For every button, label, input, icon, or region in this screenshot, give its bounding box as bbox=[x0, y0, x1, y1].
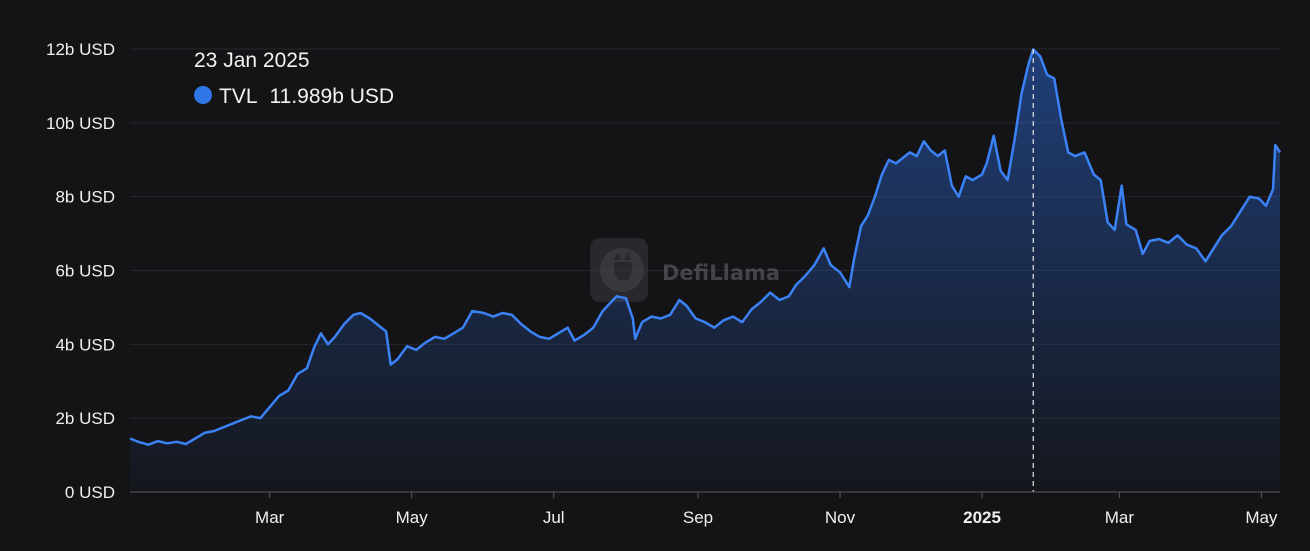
tooltip-value: 11.989b USD bbox=[270, 85, 395, 108]
x-tick-label: May bbox=[396, 508, 429, 527]
watermark-text: DefiLlama bbox=[662, 261, 780, 285]
x-tick-label: 2025 bbox=[963, 508, 1001, 527]
y-tick-label: 10b USD bbox=[46, 114, 115, 133]
tooltip-date: 23 Jan 2025 bbox=[194, 49, 310, 72]
y-tick-label: 6b USD bbox=[55, 262, 115, 281]
tooltip-series: TVL 11.989b USD bbox=[219, 85, 394, 108]
tvl-line[interactable] bbox=[129, 48, 1282, 446]
tvl-area-fill bbox=[130, 49, 1280, 493]
tooltip-series-name: TVL bbox=[219, 85, 258, 108]
x-tick-label: Sep bbox=[683, 508, 713, 527]
x-tick-label: Mar bbox=[255, 508, 285, 527]
x-tick-label: Mar bbox=[1105, 508, 1135, 527]
x-axis-labels: Mar May Jul Sep Nov 2025 Mar May bbox=[255, 492, 1278, 527]
x-tick-label: Jul bbox=[543, 508, 565, 527]
y-axis-labels: 0 USD 2b USD 4b USD 6b USD 8b USD 10b USD 12b … bbox=[46, 40, 115, 502]
y-tick-label: 8b USD bbox=[55, 188, 115, 207]
y-tick-label: 0 USD bbox=[65, 483, 115, 502]
llama-logo-icon bbox=[590, 238, 648, 302]
tooltip: 23 Jan 2025 TVL 11.989b USD bbox=[194, 49, 394, 108]
y-tick-label: 2b USD bbox=[55, 409, 115, 428]
watermark: DefiLlama bbox=[590, 238, 780, 302]
y-tick-label: 4b USD bbox=[55, 335, 115, 354]
y-tick-label: 12b USD bbox=[46, 40, 115, 59]
x-tick-label: May bbox=[1245, 508, 1278, 527]
circle-dot-icon bbox=[194, 86, 212, 104]
x-tick-label: Nov bbox=[825, 508, 856, 527]
